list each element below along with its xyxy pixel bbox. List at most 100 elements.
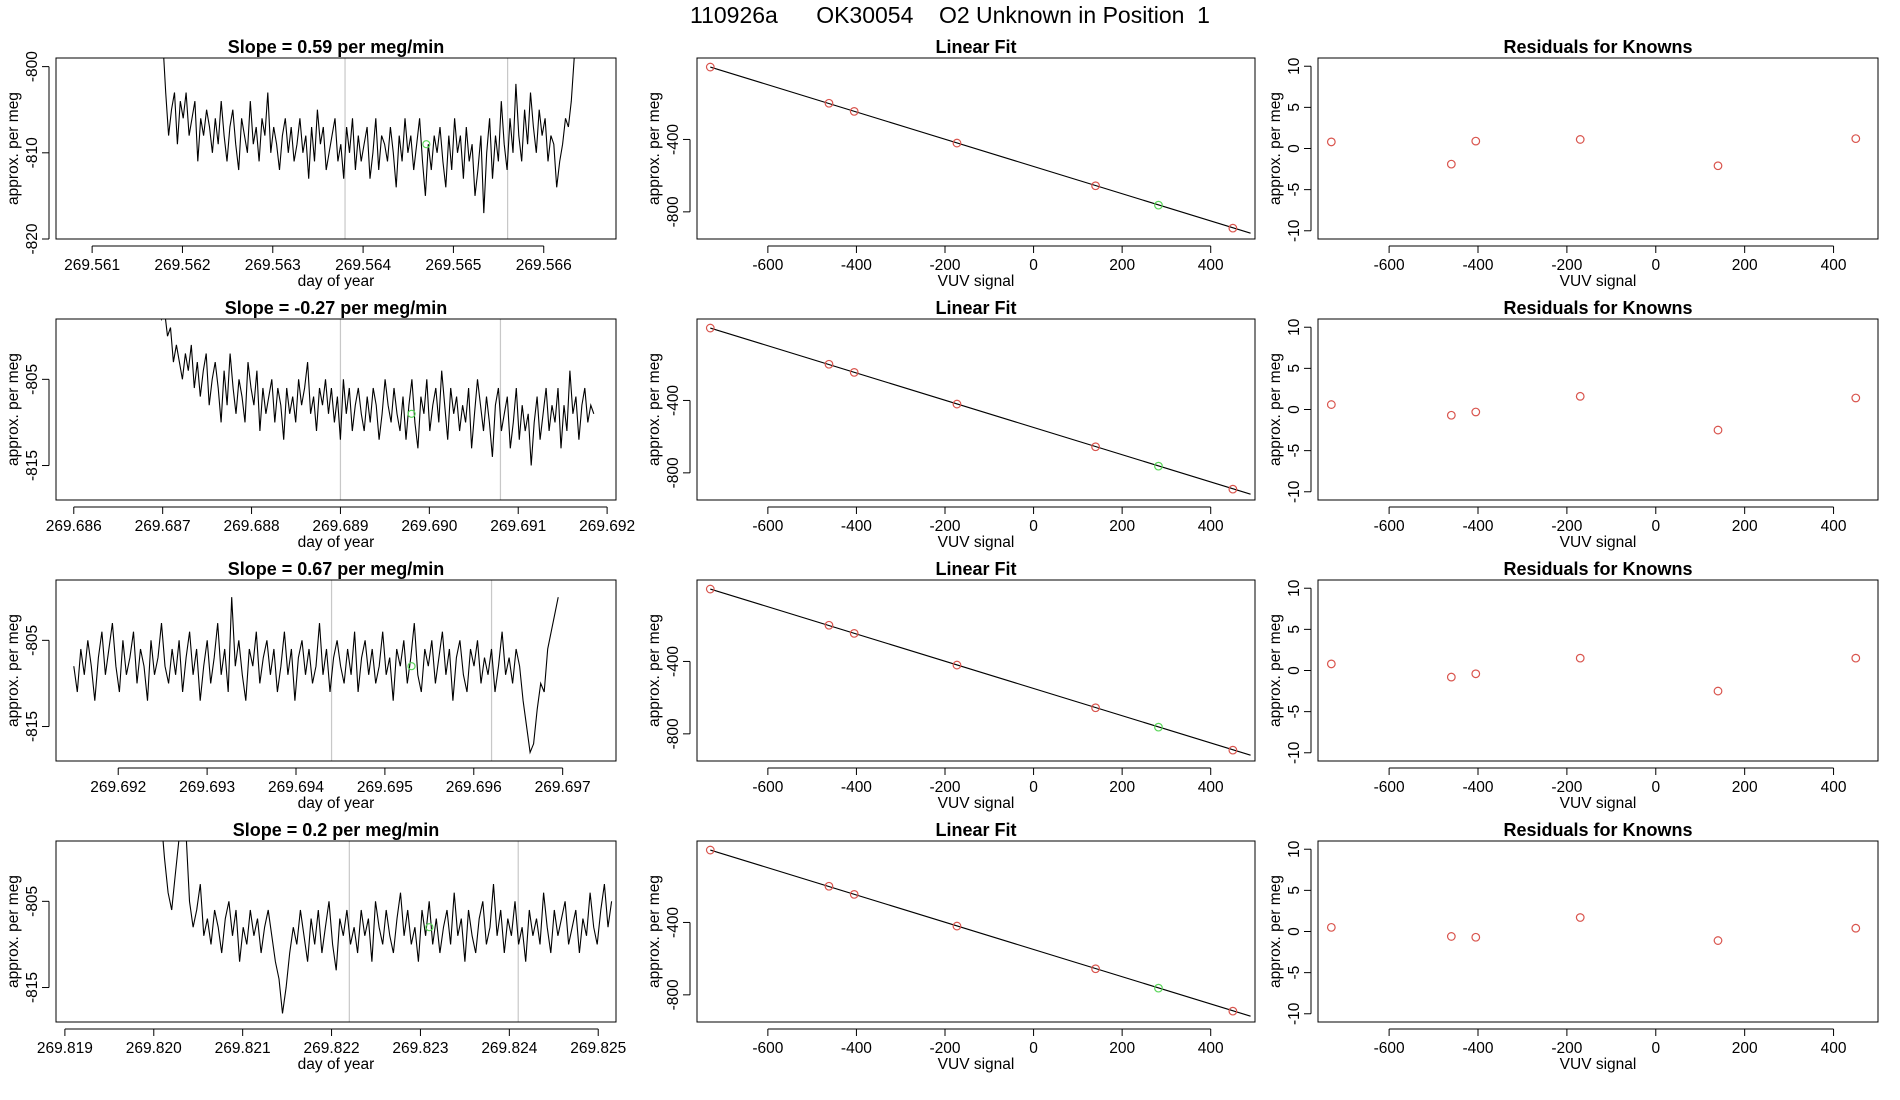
y-tick-label: 0 <box>1286 405 1303 414</box>
plot-area <box>705 845 1251 1017</box>
x-axis-label: VUV signal <box>938 273 1015 290</box>
x-tick-label: 0 <box>1651 257 1660 274</box>
x-tick-label: 269.693 <box>179 779 235 796</box>
x-tick-label: 269.819 <box>37 1040 93 1057</box>
known-point <box>1851 923 1861 933</box>
x-tick-label: -400 <box>841 257 872 274</box>
x-tick-label: 0 <box>1651 779 1660 796</box>
y-tick-label: -800 <box>24 51 41 82</box>
chart-row3-linearfit: Linear Fit -600 -400 -200 0 200 400 VUV signal -… <box>646 559 1256 812</box>
known-point <box>705 845 715 855</box>
y-tick-label: -10 <box>1286 1002 1303 1025</box>
known-point <box>849 106 859 116</box>
x-tick-label: 269.692 <box>90 779 146 796</box>
chart-row4-timeseries: Slope = 0.2 per meg/min 269.819 269.820 269… <box>5 820 626 1073</box>
fit-line <box>710 66 1251 234</box>
known-point <box>1713 686 1723 696</box>
chart-title: Slope = -0.27 per meg/min <box>225 298 448 318</box>
chart-row3-residuals: Residuals for Knowns -600 -400 -200 0 200 400 V… <box>1267 559 1879 812</box>
x-axis-label: VUV signal <box>938 1056 1015 1073</box>
y-tick-label: -400 <box>665 646 682 677</box>
known-point <box>824 98 834 108</box>
x-tick-label: 269.686 <box>46 518 102 535</box>
x-tick-label: 269.694 <box>268 779 324 796</box>
y-axis-label: approx. per meg <box>5 92 22 205</box>
x-axis-label: day of year <box>298 795 375 812</box>
x-tick-label: -200 <box>929 257 960 274</box>
known-point <box>1326 922 1336 932</box>
known-point <box>1326 137 1336 147</box>
x-tick-label: 400 <box>1198 257 1224 274</box>
chart-title: Residuals for Knowns <box>1503 820 1692 840</box>
plot-area <box>1326 134 1861 171</box>
known-point <box>952 138 962 148</box>
y-tick-label: -5 <box>1286 444 1303 458</box>
plot-area <box>73 597 559 755</box>
y-tick-label: -815 <box>24 450 41 481</box>
known-point <box>824 620 834 630</box>
y-tick-label: -805 <box>24 364 41 395</box>
x-axis-label: day of year <box>298 273 375 290</box>
plot-area <box>162 841 613 1014</box>
known-point <box>1446 410 1456 420</box>
x-tick-label: -200 <box>1551 779 1582 796</box>
x-tick-label: 269.687 <box>135 518 191 535</box>
y-tick-label: 0 <box>1286 927 1303 936</box>
chart-title: Slope = 0.2 per meg/min <box>233 820 440 840</box>
plot-area <box>160 319 595 466</box>
y-tick-label: -810 <box>24 137 41 168</box>
x-tick-label: -600 <box>752 779 783 796</box>
x-tick-label: 269.697 <box>535 779 591 796</box>
x-tick-label: 400 <box>1198 518 1224 535</box>
x-tick-label: 269.563 <box>245 257 301 274</box>
x-tick-label: 269.690 <box>401 518 457 535</box>
known-point <box>1713 425 1723 435</box>
x-tick-label: -400 <box>841 1040 872 1057</box>
y-axis-label: approx. per meg <box>646 92 663 205</box>
unknown-point <box>1154 722 1163 732</box>
x-tick-label: -600 <box>752 257 783 274</box>
known-point <box>1228 223 1238 233</box>
y-tick-label: -800 <box>665 196 682 227</box>
x-tick-label: -600 <box>1374 1040 1405 1057</box>
unknown-marker <box>425 923 434 932</box>
chart-title: Residuals for Knowns <box>1503 37 1692 57</box>
unknown-marker <box>407 662 416 671</box>
x-tick-label: -400 <box>1462 257 1493 274</box>
y-axis-label: approx. per meg <box>5 875 22 988</box>
x-tick-label: 0 <box>1651 1040 1660 1057</box>
fit-line <box>710 327 1251 495</box>
known-point <box>1446 932 1456 941</box>
x-tick-label: 269.692 <box>579 518 635 535</box>
plot-area <box>1326 391 1861 435</box>
x-tick-label: -400 <box>1462 779 1493 796</box>
chart-row2-residuals: Residuals for Knowns -600 -400 -200 0 200 400 V… <box>1267 298 1879 551</box>
known-point <box>1575 913 1585 922</box>
x-tick-label: 400 <box>1821 1040 1847 1057</box>
x-tick-label: -400 <box>841 518 872 535</box>
known-point <box>1713 936 1723 945</box>
y-tick-label: 5 <box>1286 625 1303 634</box>
known-point <box>705 323 715 333</box>
plot-frame <box>55 57 617 240</box>
known-point <box>1575 653 1585 663</box>
x-tick-label: 400 <box>1821 518 1847 535</box>
x-tick-label: -400 <box>1462 518 1493 535</box>
fit-line <box>710 849 1251 1017</box>
known-point <box>1471 669 1481 679</box>
chart-row4-linearfit: Linear Fit -600 -400 -200 0 200 400 VUV signal -… <box>646 820 1256 1073</box>
unknown-point <box>1154 200 1163 210</box>
chart-title: Linear Fit <box>935 559 1016 579</box>
x-tick-label: 0 <box>1029 1040 1038 1057</box>
plot-area <box>163 58 575 214</box>
known-point <box>1471 932 1481 942</box>
y-axis-label: approx. per meg <box>1267 353 1284 466</box>
chart-row3-timeseries: Slope = 0.67 per meg/min 269.692 269.693 26… <box>5 559 617 812</box>
plot-frame <box>55 840 617 1023</box>
y-tick-label: -400 <box>665 385 682 416</box>
x-tick-label: 269.564 <box>335 257 391 274</box>
y-tick-label: -815 <box>24 972 41 1003</box>
y-tick-label: -400 <box>665 907 682 938</box>
y-axis-label: approx. per meg <box>5 614 22 727</box>
